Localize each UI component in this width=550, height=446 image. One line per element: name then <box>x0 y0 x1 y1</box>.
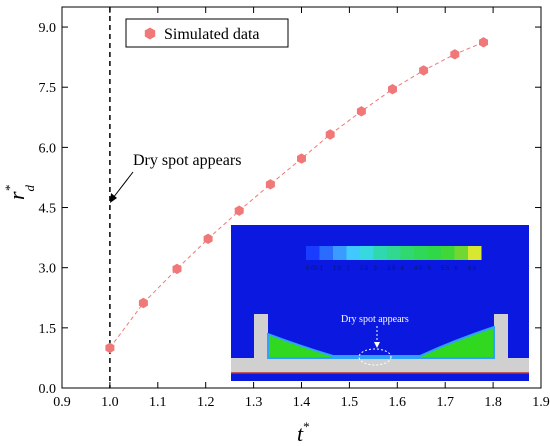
annotation-arrow-head <box>110 193 117 203</box>
legend: Simulated data <box>125 18 289 48</box>
colorbar-swatch <box>306 246 320 260</box>
colorbar-tick-label: 3 <box>374 266 378 272</box>
x-axis-label: t* <box>297 419 310 446</box>
data-points <box>105 37 488 354</box>
colorbar-tick-label: 4 <box>401 266 405 272</box>
inset-annotation-arrowhead <box>374 342 380 348</box>
x-tick-label: 1.1 <box>149 395 167 410</box>
data-point <box>105 342 115 354</box>
x-tick-label: 1.4 <box>293 395 311 410</box>
colorbar-swatch <box>400 246 414 260</box>
colorbar-swatch <box>346 246 360 260</box>
colorbar-swatch <box>387 246 401 260</box>
dry-spot-annotation: Dry spot appears <box>110 152 241 203</box>
annotation-arrow-line <box>112 171 134 199</box>
legend-marker <box>144 27 156 40</box>
data-point <box>297 153 306 164</box>
data-point <box>325 129 335 140</box>
inset-annotation-text: Dry spot appears <box>341 314 409 325</box>
inset-dry-spot-circle <box>358 348 392 366</box>
colorbar-swatch <box>319 246 333 260</box>
y-tick-label: 0.0 <box>39 382 57 397</box>
inset-left-pillar <box>254 314 268 360</box>
legend-label: Simulated data <box>164 26 260 43</box>
x-tick-label: 1.7 <box>436 395 454 410</box>
colorbar-tick-label: 5 <box>428 266 432 272</box>
inset-right-pillar <box>494 314 508 360</box>
colorbar-tick-label: 2.5 <box>360 266 369 272</box>
colorbar-tick-label: 6 <box>455 266 459 272</box>
y-tick-label: 1.5 <box>39 322 57 337</box>
data-point <box>265 179 275 190</box>
colorbar-swatch <box>414 246 428 260</box>
y-tick-label: 9.0 <box>39 21 57 36</box>
axis-ticks: 0.9 1.0 1.1 1.2 1.3 1.4 1.5 1.6 1.7 1.8 1.9 0.0 1.5 3… <box>39 7 550 410</box>
data-point <box>479 37 488 48</box>
annotation-text: Dry spot appears <box>133 152 241 169</box>
data-point <box>203 233 213 244</box>
x-tick-label: 1.9 <box>532 395 550 410</box>
colorbar-tick-label: 5.5 <box>441 266 450 272</box>
y-axis-label: rd* <box>2 184 37 200</box>
colorbar-tick-label: 3.5 <box>387 266 396 272</box>
colorbar-swatch <box>454 246 468 260</box>
y-tick-label: 3.0 <box>39 262 57 277</box>
inset-base <box>231 358 529 373</box>
colorbar-tick-label: 1 <box>320 266 324 272</box>
x-tick-label: 1.2 <box>197 395 215 410</box>
data-point <box>450 49 460 60</box>
x-tick-label: 1.5 <box>341 395 359 410</box>
colorbar-swatch <box>333 246 347 260</box>
colorbar-tick-label: 6.5 <box>468 266 477 272</box>
colorbar-tick-label: 4.5 <box>414 266 423 272</box>
y-tick-label: 4.5 <box>39 202 57 217</box>
data-point <box>388 84 397 95</box>
inset-colorbar: 0.00 1 1.5 2 2.5 3 3.5 4 4.5 5 5.5 6 6.5 <box>306 246 482 272</box>
colorbar-swatch <box>360 246 374 260</box>
data-point <box>138 297 148 309</box>
colorbar-swatch <box>427 246 441 260</box>
data-point <box>234 205 244 216</box>
colorbar-swatch <box>468 246 482 260</box>
y-tick-label: 7.5 <box>39 81 57 96</box>
x-tick-label: 1.3 <box>245 395 263 410</box>
data-point <box>356 106 366 117</box>
colorbar-swatch <box>373 246 387 260</box>
x-tick-label: 1.8 <box>484 395 502 410</box>
x-tick-label: 0.9 <box>53 395 71 410</box>
colorbar-swatch <box>441 246 455 260</box>
data-point <box>172 263 182 275</box>
x-tick-label: 1.6 <box>389 395 407 410</box>
y-tick-label: 6.0 <box>39 141 57 156</box>
inset-simulation-image: 0.00 1 1.5 2 2.5 3 3.5 4 4.5 5 5.5 6 6.5 Dry spot ap… <box>231 225 529 381</box>
data-point <box>419 65 429 76</box>
inset-liquid-film <box>267 325 495 359</box>
colorbar-tick-label: 2 <box>347 266 351 272</box>
colorbar-tick-label: 0.00 <box>306 266 318 272</box>
colorbar-tick-label: 1.5 <box>333 266 342 272</box>
x-tick-label: 1.0 <box>101 395 119 410</box>
